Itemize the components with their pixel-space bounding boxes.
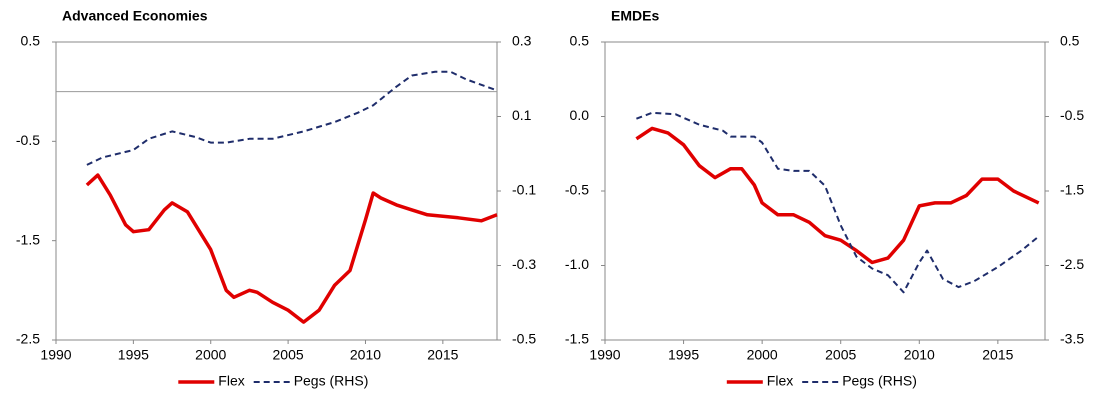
y2-tick-label: 0.3 xyxy=(512,33,532,49)
series-line xyxy=(636,111,1040,294)
y2-tick-label: 0.1 xyxy=(512,107,532,123)
y2-tick-label: -2.5 xyxy=(1060,256,1084,272)
legend-label: Pegs (RHS) xyxy=(842,373,917,389)
y2-tick-label: -3.5 xyxy=(1060,331,1084,347)
chart-title: Advanced Economies xyxy=(62,8,208,24)
y-tick-label: 0.0 xyxy=(570,107,590,123)
y-tick-label: -2.5 xyxy=(16,331,40,347)
x-tick-label: 2015 xyxy=(427,347,458,363)
x-tick-label: 1995 xyxy=(118,347,149,363)
y2-tick-label: -0.5 xyxy=(1060,107,1084,123)
y-tick-label: -1.0 xyxy=(565,256,589,272)
x-tick-label: 2010 xyxy=(350,347,381,363)
x-tick-label: 2015 xyxy=(982,347,1013,363)
y-tick-label: -0.5 xyxy=(565,182,589,198)
plot-frame xyxy=(55,41,498,341)
x-tick-label: 2000 xyxy=(747,347,778,363)
legend-label: Flex xyxy=(767,373,793,389)
y-tick-label: -0.5 xyxy=(16,132,40,148)
x-tick-label: 1990 xyxy=(40,347,71,363)
series-line xyxy=(635,126,1040,265)
x-tick-label: 2000 xyxy=(195,347,226,363)
y-tick-label: -1.5 xyxy=(565,331,589,347)
legend-label: Flex xyxy=(218,373,244,389)
x-tick-label: 2010 xyxy=(904,347,935,363)
y2-tick-label: -0.5 xyxy=(512,331,536,347)
y2-tick-label: -1.5 xyxy=(1060,182,1084,198)
y2-tick-label: -0.3 xyxy=(512,256,536,272)
series-line xyxy=(85,173,498,324)
x-tick-label: 1995 xyxy=(668,347,699,363)
y-tick-label: 0.5 xyxy=(21,33,41,49)
plot-frame xyxy=(604,41,1046,341)
x-tick-label: 2005 xyxy=(273,347,304,363)
chart-title: EMDEs xyxy=(611,8,659,24)
y2-tick-label: -0.1 xyxy=(512,182,536,198)
series-line xyxy=(86,70,498,166)
y2-tick-label: 0.5 xyxy=(1060,33,1080,49)
x-tick-label: 1990 xyxy=(589,347,620,363)
y-tick-label: -1.5 xyxy=(16,231,40,247)
y-tick-label: 0.5 xyxy=(570,33,590,49)
legend-label: Pegs (RHS) xyxy=(294,373,369,389)
x-tick-label: 2005 xyxy=(825,347,856,363)
